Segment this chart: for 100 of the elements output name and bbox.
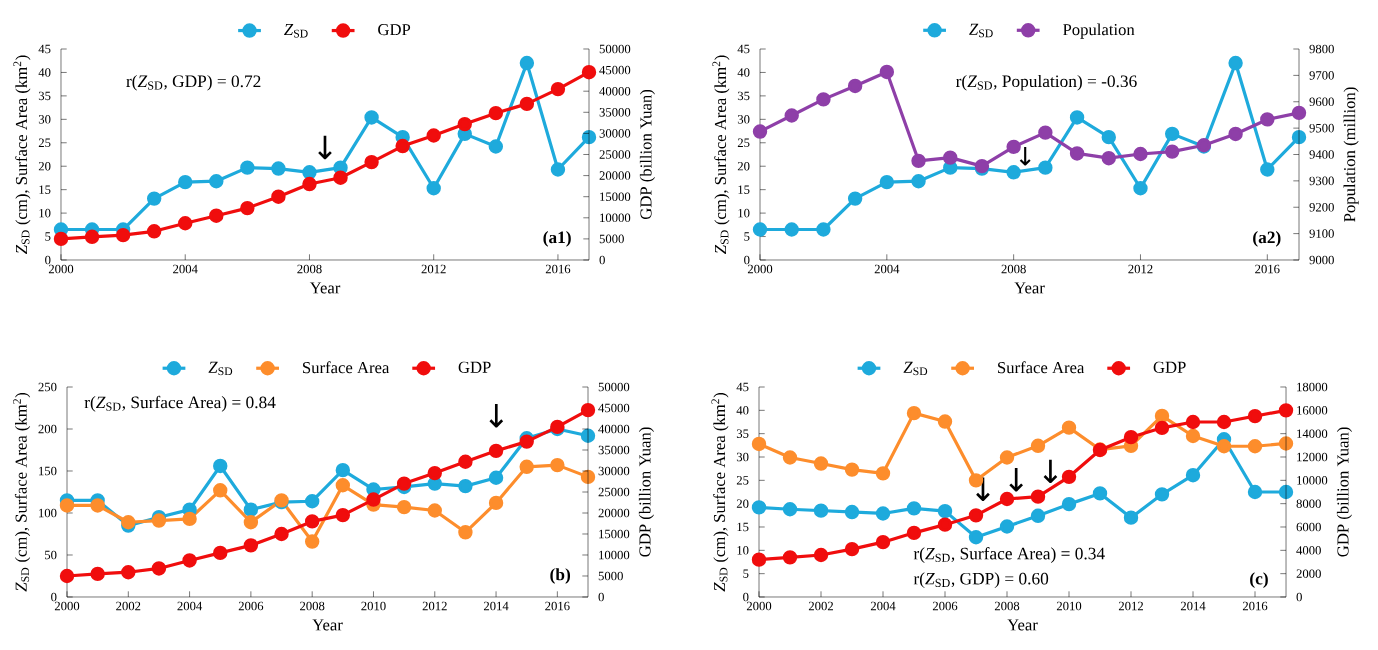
y-tick-label: 150 [39,466,57,476]
y-tick-label: 10 [738,208,750,218]
x-tick-label: 2004 [173,264,198,274]
y2-tick-label: 30000 [599,129,631,138]
x-tick-label: 2012 [422,601,447,611]
legend-label: Z$_{SD}$ [903,361,928,376]
annotation: (c) [1250,572,1268,589]
y2-tick-label: 50000 [599,44,631,54]
y2-tick-label: 5000 [599,234,624,244]
y2-tick-label: 45000 [598,403,630,413]
y2-tick-label: 9000 [1309,255,1334,265]
annotation: r(Z$_{SD}$, Population) = -0.36 [956,74,1137,91]
y-tick-label: 40 [736,406,749,415]
x-tick-label: 2004 [874,264,900,274]
x-tick-label: 2012 [421,264,446,274]
y-tick-label: 50 [45,550,57,560]
y-tick-label: 40 [38,68,51,77]
y2-tick-label: 0 [599,255,605,265]
y2-tick-label: 9300 [1309,176,1334,186]
y-tick-label: 15 [737,522,749,532]
y-tick-label: 45 [737,44,750,54]
y-tick-label: 45 [736,382,749,392]
x-tick-label: 2016 [1255,264,1280,274]
y-tick-label: 30 [737,115,750,124]
legend-label: GDP [458,361,491,373]
y2-tick-label: 9200 [1309,202,1334,212]
y2-tick-label: 9500 [1309,123,1334,133]
y-tick-label: 25 [736,476,749,485]
x-tick-label: 2002 [116,601,141,611]
y2-tick-label: 9600 [1309,97,1334,107]
annotation: ↓ [489,403,504,428]
y2-axis-title: GDP (billion Yuan) [639,89,655,220]
y-tick-label: 20 [737,161,750,171]
legend-label: Surface Area [998,361,1085,374]
y-tick-label: 0 [45,255,51,265]
y2-tick-label: 20000 [599,171,631,180]
y-tick-label: 25 [737,138,750,148]
legend-label: GDP [1153,361,1186,373]
y2-tick-label: 10000 [600,213,631,223]
y-tick-label: 35 [38,91,51,101]
y-axis-title: Z$_{SD}$ (cm), Surface Area (km$^{2}$) [13,393,31,592]
annotation: r(Z$_{SD}$, Surface Area) = 0.34 [913,547,1105,563]
x-tick-label: 2008 [300,601,325,611]
y2-tick-label: 40000 [599,86,631,96]
x-tick-label: 2008 [1001,264,1026,274]
y-tick-label: 25 [38,138,51,148]
x-axis-title: Year [1014,282,1045,294]
y2-tick-label: 40000 [598,424,630,434]
y-tick-label: 15 [738,185,750,194]
x-tick-label: 2016 [545,601,570,611]
y-tick-label: 30 [736,452,749,462]
x-tick-label: 2010 [1056,601,1082,611]
annotation: (a2) [1253,231,1281,247]
y2-axis-title: GDP (billion Yuan) [638,427,654,557]
x-tick-label: 2010 [361,601,386,611]
y2-tick-label: 25000 [598,487,630,497]
y2-tick-label: 4000 [1296,546,1321,555]
x-tick-label: 2006 [932,601,958,611]
y2-tick-label: 0 [1296,592,1302,602]
annotation: ↓ [1043,459,1058,484]
y2-tick-label: 9400 [1309,150,1334,159]
x-tick-label: 2008 [994,601,1020,611]
y2-tick-label: 10000 [1297,476,1328,485]
y-tick-label: 40 [737,68,750,77]
y2-tick-label: 2000 [1296,569,1321,578]
x-tick-label: 2004 [177,601,203,611]
legend-label: Population [1063,23,1135,39]
y2-axis-title: Population (million) [1343,87,1359,222]
annotation: ↓ [318,135,332,160]
y-tick-label: 5 [743,569,749,578]
x-tick-label: 2016 [545,264,571,274]
y2-tick-label: 25000 [599,150,631,159]
y2-tick-label: 9700 [1309,71,1334,80]
annotation: ↓ [1019,147,1031,166]
y-axis-title: Z$_{SD}$ (cm), Surface Area (km$^{2}$) [712,55,730,255]
legend-label: Z$_{SD}$ [284,24,308,38]
x-tick-label: 2006 [238,601,264,611]
y2-tick-label: 5000 [598,571,623,581]
y-tick-label: 5 [45,232,51,241]
y2-tick-label: 10000 [599,550,630,560]
legend-label: Z$_{SD}$ [208,361,233,376]
x-tick-label: 2008 [297,264,322,274]
x-tick-label: 2014 [483,601,509,611]
annotation: ↓ [1009,468,1023,492]
x-tick-label: 2002 [808,601,833,611]
x-tick-label: 2012 [1128,264,1153,274]
y-tick-label: 35 [736,429,749,438]
x-axis-title: Year [312,619,343,631]
y-axis-title: Z$_{SD}$ (cm), Surface Area (km$^{2}$) [13,55,31,255]
y2-tick-label: 9800 [1309,44,1334,54]
y-tick-label: 20 [38,161,51,171]
y-tick-label: 15 [39,185,51,194]
annotation: r(Z$_{SD}$, GDP) = 0.60 [913,572,1049,589]
y2-tick-label: 14000 [1297,429,1328,438]
y-tick-label: 45 [38,44,51,54]
annotation: r(Z$_{SD}$, Surface Area) = 0.84 [84,395,276,412]
y2-tick-label: 12000 [1297,452,1328,462]
x-tick-label: 2000 [54,601,80,611]
y-tick-label: 10 [737,546,749,555]
y-tick-label: 35 [737,91,750,101]
